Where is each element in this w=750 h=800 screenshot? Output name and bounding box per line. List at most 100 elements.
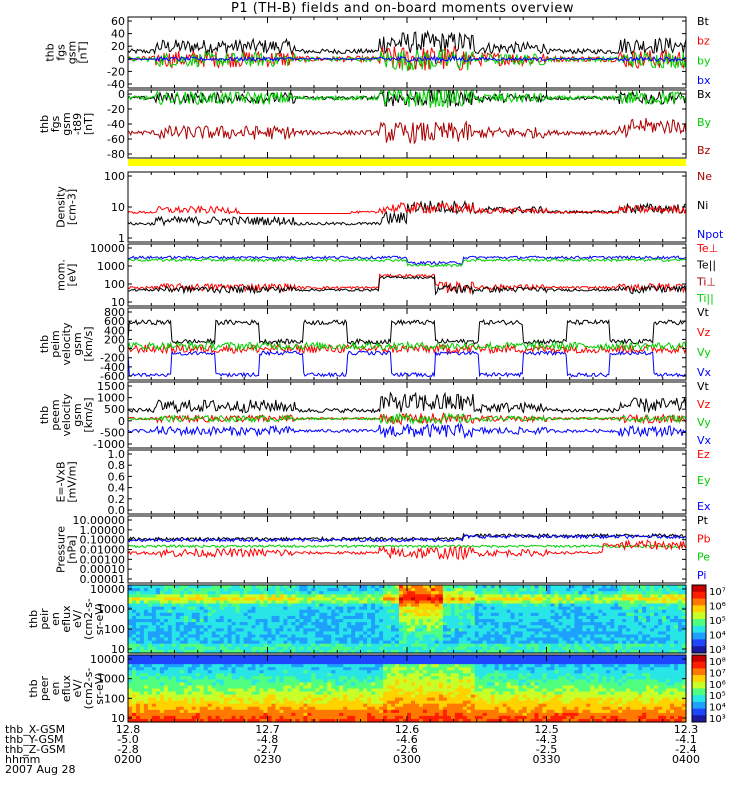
spectrogram-cell: [626, 609, 631, 614]
spectrogram-cell: [626, 634, 631, 639]
spectrogram-cell: [678, 591, 683, 595]
spectrogram-cell: [586, 612, 591, 617]
y-tick-label: 400: [104, 324, 125, 337]
spectrogram-cell: [319, 682, 324, 686]
spectrogram-cell: [195, 682, 201, 686]
spectrogram-cell: [187, 612, 193, 617]
spectrogram-cell: [239, 688, 245, 693]
spectrogram-cell: [331, 609, 336, 614]
spectrogram-cell: [283, 667, 288, 671]
spectrogram-cell: [255, 715, 261, 720]
spectrogram-cell: [578, 603, 583, 608]
spectrogram-cell: [171, 615, 177, 620]
spectrogram-cell: [128, 697, 133, 702]
colorbar-frame: [691, 584, 707, 654]
spectrogram-cell: [582, 612, 587, 617]
trace-pi: [127, 533, 687, 543]
spectrogram-cell: [602, 594, 607, 598]
spectrogram-cell: [167, 679, 173, 683]
spectrogram-cell: [191, 585, 197, 589]
spectrogram-cell: [482, 646, 488, 651]
spectrogram-cell: [434, 649, 440, 654]
spectrogram-cell: [570, 597, 575, 602]
spectrogram-cell: [307, 643, 312, 648]
spectrogram-cell: [271, 615, 277, 620]
spectrogram-cell: [243, 688, 249, 693]
spectrogram-cell: [167, 688, 173, 693]
spectrogram-cell: [227, 673, 233, 677]
spectrogram-cell: [223, 661, 229, 665]
spectrogram-cell: [251, 709, 257, 714]
spectrogram-cell: [618, 603, 623, 608]
spectrogram-cell: [335, 619, 340, 623]
spectrogram-cell: [155, 685, 161, 690]
spectrogram-cell: [638, 646, 643, 651]
spectrogram-cell: [514, 625, 520, 629]
spectrogram-cell: [363, 628, 368, 632]
spectrogram-cell: [175, 606, 181, 611]
spectrogram-cell: [506, 588, 512, 592]
spectrogram-cell: [155, 625, 161, 629]
spectrogram-cell: [219, 685, 225, 690]
spectrogram-cell: [251, 591, 257, 595]
spectrogram-cell: [518, 637, 524, 642]
spectrogram-cell: [211, 634, 217, 639]
spectrogram-cell: [530, 646, 536, 651]
spectrogram-cell: [470, 591, 476, 595]
spectrogram-cell: [630, 634, 635, 639]
spectrogram-cell: [562, 609, 567, 614]
spectrogram-cell: [359, 612, 364, 617]
spectrogram-cell: [498, 637, 504, 642]
spectrogram-cell: [132, 719, 137, 723]
spectrogram-cell: [482, 649, 488, 654]
spectrogram-cell: [606, 606, 611, 611]
spectrogram-cell: [311, 715, 316, 720]
spectrogram-cell: [430, 628, 436, 632]
spectrogram-cell: [239, 625, 245, 629]
trace-by: [127, 88, 687, 109]
spectrogram-cell: [638, 619, 643, 623]
spectrogram-cell: [658, 585, 663, 589]
spectrogram-cell: [407, 588, 412, 592]
spectrogram-cell: [299, 664, 304, 668]
spectrogram-cell: [335, 682, 340, 686]
spectrogram-cell: [275, 588, 281, 592]
spectrogram-cell: [211, 628, 217, 632]
spectrogram-cell: [183, 664, 189, 668]
spectrogram-cell: [199, 694, 205, 699]
spectrogram-cell: [534, 615, 540, 620]
spectrogram-cell: [347, 612, 352, 617]
spectrogram-cell: [279, 679, 285, 683]
spectrogram-cell: [662, 615, 667, 620]
legend-bx: bx: [697, 74, 711, 87]
spectrogram-cell: [247, 588, 253, 592]
spectrogram-cell: [351, 649, 356, 654]
spectrogram-cell: [231, 691, 237, 696]
spectrogram-cell: [239, 706, 245, 711]
spectrogram-cell: [498, 622, 504, 626]
spectrogram-cell: [562, 625, 567, 629]
spectrogram-cell: [311, 594, 316, 598]
spectrogram-cell: [251, 655, 257, 659]
spectrogram-cell: [155, 688, 161, 693]
spectrogram-cell: [179, 612, 185, 617]
spectrogram-cell: [646, 628, 651, 632]
spectrogram-cell: [343, 591, 348, 595]
spectrogram-cell: [642, 625, 647, 629]
spectrogram-cell: [658, 615, 663, 620]
spectrogram-cell: [283, 691, 288, 696]
spectrogram-cell: [247, 646, 253, 651]
spectrogram-cell: [239, 649, 245, 654]
spectrogram-cell: [128, 700, 133, 705]
spectrogram-cell: [371, 612, 376, 617]
spectrogram-cell: [279, 628, 285, 632]
spectrogram-cell: [307, 603, 312, 608]
spectrogram-cell: [426, 646, 432, 651]
spectrogram-cell: [678, 594, 683, 598]
spectrogram-cell: [634, 597, 639, 602]
spectrogram-cell: [538, 588, 544, 592]
spectrogram-cell: [279, 600, 285, 605]
spectrogram-cell: [291, 658, 296, 662]
spectrogram-cell: [570, 631, 575, 636]
spectrogram-cell: [594, 637, 599, 642]
